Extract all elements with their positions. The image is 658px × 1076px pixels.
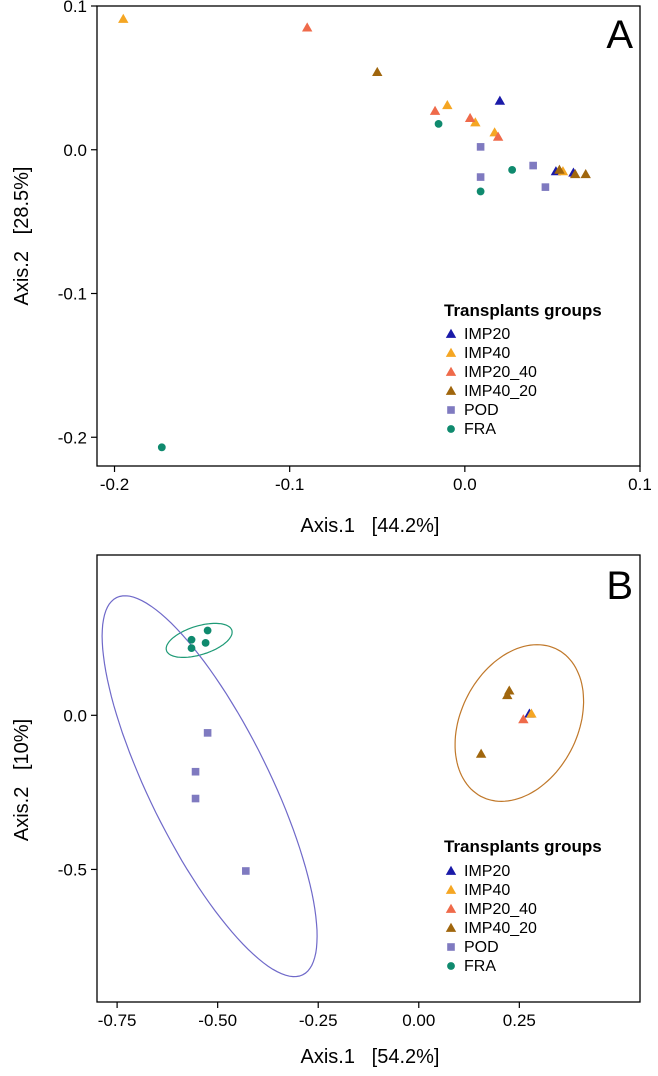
legend-key-imp20-40 bbox=[445, 366, 457, 376]
legend-key-imp40-20 bbox=[445, 385, 457, 395]
point-fra bbox=[476, 187, 485, 196]
legend-label: IMP20_40 bbox=[464, 364, 537, 381]
x-tick-label: 0.25 bbox=[503, 1011, 536, 1030]
x-tick-label: -0.25 bbox=[299, 1011, 338, 1030]
x-tick-label: -0.75 bbox=[98, 1011, 137, 1030]
x-tick-label: -0.50 bbox=[198, 1011, 237, 1030]
plot-frame bbox=[96, 5, 641, 467]
panel-letter: B bbox=[606, 564, 633, 608]
point-pod bbox=[529, 161, 537, 170]
plot-frame bbox=[96, 554, 641, 1003]
point-fra bbox=[187, 644, 196, 652]
legend-label: POD bbox=[464, 939, 499, 956]
x-tick-label: -0.2 bbox=[100, 475, 129, 494]
point-imp20-40 bbox=[492, 131, 504, 141]
legend-key-imp20 bbox=[445, 865, 457, 875]
legend-label: POD bbox=[464, 402, 499, 419]
y-tick-label: 0.1 bbox=[63, 0, 87, 16]
panel-letter: A bbox=[606, 13, 633, 57]
point-imp40-20 bbox=[554, 164, 565, 174]
y-axis-label: Axis.2 [28.5%] bbox=[11, 167, 33, 306]
x-tick-label: 0.00 bbox=[402, 1011, 435, 1030]
point-pod bbox=[203, 729, 212, 737]
y-tick-label: 0.0 bbox=[63, 706, 87, 725]
legend: Transplants groups IMP20 IMP40 IMP20_40 IMP4… bbox=[444, 301, 602, 438]
legend-label: IMP20 bbox=[464, 326, 510, 343]
point-pod bbox=[541, 183, 550, 191]
point-fra bbox=[508, 165, 517, 174]
legend-label: FRA bbox=[464, 421, 496, 438]
point-imp40-20 bbox=[580, 168, 591, 179]
y-tick-label: 0.0 bbox=[63, 141, 87, 160]
point-fra bbox=[203, 626, 212, 635]
x-tick-label: 0.0 bbox=[453, 475, 477, 494]
point-imp40 bbox=[470, 117, 481, 127]
point-imp40 bbox=[526, 708, 537, 718]
legend-label: IMP20_40 bbox=[464, 901, 537, 918]
legend-title: Transplants groups bbox=[444, 301, 602, 320]
y-axis-label: Axis.2 [10%] bbox=[11, 719, 33, 841]
point-fra bbox=[157, 443, 166, 452]
legend-label: FRA bbox=[464, 958, 496, 975]
point-imp40 bbox=[118, 13, 129, 23]
y-tick-label: -0.5 bbox=[58, 860, 87, 879]
legend-label: IMP40_20 bbox=[464, 383, 537, 400]
legend-title: Transplants groups bbox=[444, 837, 602, 856]
point-pod bbox=[242, 867, 250, 875]
point-imp40-20 bbox=[502, 690, 513, 700]
legend-key-fra bbox=[447, 962, 455, 970]
point-imp40-20 bbox=[569, 168, 581, 179]
point-fra bbox=[187, 635, 196, 644]
x-axis-label: Axis.1 [44.2%] bbox=[301, 515, 440, 537]
confidence-ellipse-fra bbox=[165, 622, 233, 659]
legend: Transplants groups IMP20 IMP40 IMP20_40 IMP4… bbox=[444, 837, 602, 975]
point-pod bbox=[476, 143, 485, 151]
point-pod bbox=[191, 767, 200, 776]
legend-label: IMP40 bbox=[464, 882, 510, 899]
legend-key-imp40-20 bbox=[445, 922, 457, 932]
legend-label: IMP40_20 bbox=[464, 920, 537, 937]
legend-key-pod bbox=[447, 406, 455, 414]
legend-key-imp40 bbox=[445, 884, 457, 894]
point-imp20-40 bbox=[301, 22, 313, 32]
legend-key-pod bbox=[447, 943, 455, 951]
panel-b: -0.75 -0.50 -0.25 0.00 0.25 -0.5 0.0 Axis.1 [54… bbox=[11, 554, 641, 1068]
panel-a: -0.2 -0.1 0.0 0.1 -0.2 -0.1 0.0 0.1 Axis.1 [44.2… bbox=[11, 0, 652, 537]
point-imp20-40 bbox=[518, 714, 529, 724]
point-imp20-40 bbox=[464, 112, 476, 123]
confidence-ellipse-imp bbox=[454, 644, 585, 803]
x-axis-label: Axis.1 [54.2%] bbox=[301, 1046, 440, 1068]
legend-key-imp40 bbox=[445, 347, 457, 357]
x-tick-label: 0.1 bbox=[628, 475, 652, 494]
legend-key-imp20-40 bbox=[445, 903, 457, 913]
point-imp40-20 bbox=[372, 66, 383, 77]
y-tick-label: -0.2 bbox=[58, 428, 87, 447]
confidence-ellipse-pod bbox=[101, 595, 318, 978]
point-fra bbox=[201, 638, 210, 647]
point-pod bbox=[191, 794, 200, 803]
y-tick-label: -0.1 bbox=[58, 285, 87, 304]
point-imp40 bbox=[442, 99, 453, 110]
point-imp40-20 bbox=[475, 748, 487, 758]
x-tick-label: -0.1 bbox=[275, 475, 304, 494]
point-fra bbox=[434, 119, 443, 128]
point-imp20 bbox=[494, 95, 506, 105]
legend-key-fra bbox=[447, 425, 455, 433]
point-imp20-40 bbox=[429, 105, 441, 115]
legend-key-imp20 bbox=[445, 328, 457, 338]
point-pod bbox=[476, 173, 485, 181]
legend-label: IMP20 bbox=[464, 863, 510, 880]
legend-label: IMP40 bbox=[464, 345, 510, 362]
